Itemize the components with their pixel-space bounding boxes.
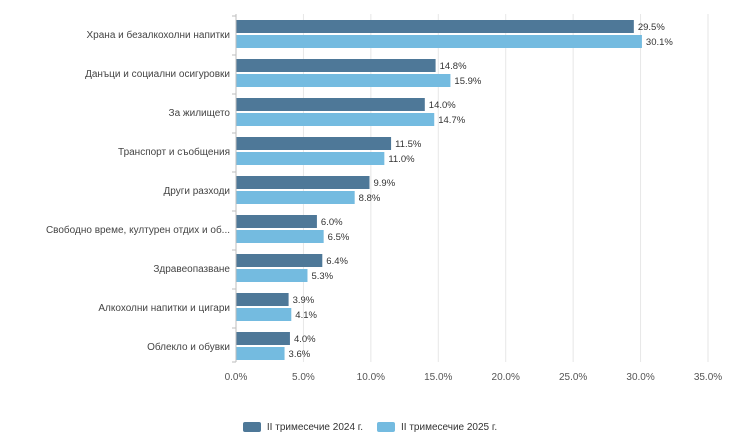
data-label: 8.8% (359, 193, 381, 204)
x-tick-label: 35.0% (694, 372, 722, 383)
x-tick-label: 30.0% (626, 372, 654, 383)
bar-2025[interactable] (236, 230, 324, 243)
bar-2025[interactable] (236, 152, 385, 165)
data-label: 6.4% (326, 256, 348, 267)
legend-item-2025[interactable]: II тримесечие 2025 г. (377, 422, 497, 433)
bar-2025[interactable] (236, 308, 292, 321)
data-label: 4.1% (295, 310, 317, 321)
x-tick-label: 20.0% (492, 372, 520, 383)
bar-2024[interactable] (236, 215, 317, 228)
category-label: Други разходи (164, 186, 230, 197)
x-tick-label: 10.0% (357, 372, 385, 383)
bar-2024[interactable] (236, 59, 436, 72)
data-label: 15.9% (454, 76, 481, 87)
legend-swatch-2025 (377, 422, 395, 432)
category-label: Храна и безалкохолни напитки (87, 29, 230, 41)
data-label: 9.9% (374, 178, 396, 189)
x-tick-label: 5.0% (292, 372, 315, 383)
x-tick-label: 15.0% (424, 372, 452, 383)
x-tick-label: 25.0% (559, 372, 587, 383)
category-label: Транспорт и съобщения (118, 146, 230, 158)
bar-2024[interactable] (236, 176, 370, 189)
bar-2025[interactable] (236, 74, 451, 87)
category-label: Облекло и обувки (147, 341, 230, 353)
bars: 29.5% 30.1% 14.8% 15.9% 14.0% 14.7% 11.5% 11.0%… (236, 20, 673, 360)
data-label: 14.7% (438, 115, 465, 126)
data-label: 6.5% (328, 232, 350, 243)
data-label: 29.5% (638, 22, 665, 33)
category-label: За жилището (169, 108, 231, 119)
data-label: 11.5% (395, 139, 422, 150)
data-label: 14.0% (429, 100, 456, 111)
legend-label-2024: II тримесечие 2024 г. (266, 421, 363, 433)
legend-item-2024[interactable]: II тримесечие 2024 г. (242, 421, 363, 433)
data-label: 3.6% (289, 349, 311, 360)
bar-2025[interactable] (236, 269, 308, 282)
bar-2025[interactable] (236, 113, 435, 126)
category-label: Данъци и социални осигуровки (85, 69, 230, 80)
legend-label-2025: II тримесечие 2025 г. (401, 421, 498, 433)
x-tick-label: 0.0% (225, 372, 248, 383)
data-label: 11.0% (388, 154, 415, 165)
bar-2025[interactable] (236, 191, 355, 204)
axes: 0.0% 5.0% 10.0% 15.0% 20.0% 25.0% 30.0% 35.0% Хр… (46, 14, 722, 383)
data-label: 6.0% (321, 217, 343, 228)
legend: II тримесечие 2024 г. II тримесечие 2025… (0, 419, 740, 435)
data-label: 5.3% (311, 271, 333, 282)
bar-2024[interactable] (236, 254, 323, 267)
category-label: Алкохолни напитки и цигари (98, 303, 230, 314)
bar-2024[interactable] (236, 20, 634, 33)
bar-2024[interactable] (236, 293, 289, 306)
category-label: Здравеопазване (153, 264, 230, 275)
bar-2025[interactable] (236, 35, 642, 48)
bar-2025[interactable] (236, 347, 285, 360)
data-label: 3.9% (293, 295, 315, 306)
data-label: 14.8% (440, 61, 467, 72)
bar-2024[interactable] (236, 332, 290, 345)
category-label: Свободно време, културен отдих и об... (46, 224, 230, 236)
bar-2024[interactable] (236, 137, 392, 150)
bar-2024[interactable] (236, 98, 425, 111)
data-label: 4.0% (294, 334, 316, 345)
legend-swatch-2024 (242, 422, 261, 432)
data-label: 30.1% (646, 37, 673, 48)
